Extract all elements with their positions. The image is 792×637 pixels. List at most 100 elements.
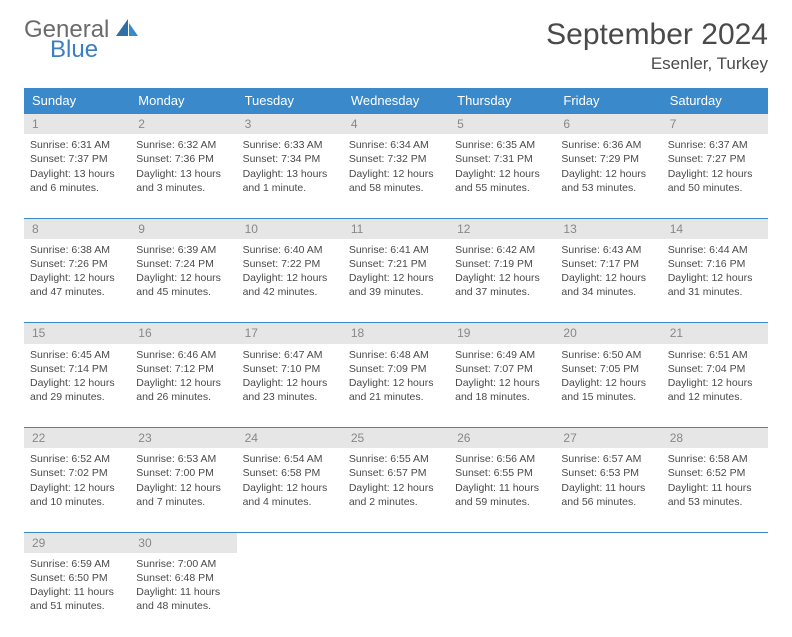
daylight-text: and 18 minutes. (455, 390, 549, 404)
sunrise-text: Sunrise: 6:32 AM (136, 138, 230, 152)
daylight-text: Daylight: 12 hours (668, 376, 762, 390)
daylight-text: and 50 minutes. (668, 181, 762, 195)
location: Esenler, Turkey (546, 54, 768, 74)
day-cell: Sunrise: 6:42 AMSunset: 7:19 PMDaylight:… (449, 239, 555, 323)
day-number: 23 (130, 428, 236, 449)
sunrise-text: Sunrise: 6:50 AM (561, 348, 655, 362)
day-number: 3 (237, 114, 343, 135)
title-block: September 2024 Esenler, Turkey (546, 18, 768, 74)
daylight-text: and 21 minutes. (349, 390, 443, 404)
day-cell: Sunrise: 6:44 AMSunset: 7:16 PMDaylight:… (662, 239, 768, 323)
day-cell: Sunrise: 6:36 AMSunset: 7:29 PMDaylight:… (555, 134, 661, 218)
daylight-text: and 3 minutes. (136, 181, 230, 195)
daylight-text: Daylight: 12 hours (668, 167, 762, 181)
daylight-text: Daylight: 12 hours (243, 481, 337, 495)
sunrise-text: Sunrise: 6:52 AM (30, 452, 124, 466)
sunset-text: Sunset: 7:19 PM (455, 257, 549, 271)
sunset-text: Sunset: 7:27 PM (668, 152, 762, 166)
month-title: September 2024 (546, 18, 768, 52)
daylight-text: and 42 minutes. (243, 285, 337, 299)
daylight-text: and 47 minutes. (30, 285, 124, 299)
day-number: 21 (662, 323, 768, 344)
day-number: 11 (343, 218, 449, 239)
day-cell: Sunrise: 6:46 AMSunset: 7:12 PMDaylight:… (130, 344, 236, 428)
daylight-text: Daylight: 11 hours (561, 481, 655, 495)
day-cell: Sunrise: 6:53 AMSunset: 7:00 PMDaylight:… (130, 448, 236, 532)
sunset-text: Sunset: 7:17 PM (561, 257, 655, 271)
day-number: 6 (555, 114, 661, 135)
daylight-text: and 48 minutes. (136, 599, 230, 613)
daylight-text: Daylight: 12 hours (561, 271, 655, 285)
week-row: Sunrise: 6:52 AMSunset: 7:02 PMDaylight:… (24, 448, 768, 532)
sunset-text: Sunset: 6:58 PM (243, 466, 337, 480)
day-cell: Sunrise: 6:39 AMSunset: 7:24 PMDaylight:… (130, 239, 236, 323)
day-cell: Sunrise: 6:31 AMSunset: 7:37 PMDaylight:… (24, 134, 130, 218)
logo-sail-icon (116, 18, 138, 42)
daylight-text: Daylight: 12 hours (349, 481, 443, 495)
sunset-text: Sunset: 6:53 PM (561, 466, 655, 480)
sunrise-text: Sunrise: 6:43 AM (561, 243, 655, 257)
daylight-text: and 53 minutes. (561, 181, 655, 195)
sunrise-text: Sunrise: 6:54 AM (243, 452, 337, 466)
daylight-text: and 7 minutes. (136, 495, 230, 509)
sunrise-text: Sunrise: 6:36 AM (561, 138, 655, 152)
sunset-text: Sunset: 7:32 PM (349, 152, 443, 166)
day-number: 1 (24, 114, 130, 135)
logo: General Blue (24, 18, 138, 62)
daylight-text: Daylight: 12 hours (30, 481, 124, 495)
sunrise-text: Sunrise: 6:46 AM (136, 348, 230, 362)
day-number: 14 (662, 218, 768, 239)
daylight-text: and 59 minutes. (455, 495, 549, 509)
day-number: 25 (343, 428, 449, 449)
sunrise-text: Sunrise: 6:58 AM (668, 452, 762, 466)
day-number: 5 (449, 114, 555, 135)
day-number: 19 (449, 323, 555, 344)
day-cell: Sunrise: 6:40 AMSunset: 7:22 PMDaylight:… (237, 239, 343, 323)
sunrise-text: Sunrise: 6:42 AM (455, 243, 549, 257)
sunrise-text: Sunrise: 6:48 AM (349, 348, 443, 362)
day-number: 2 (130, 114, 236, 135)
sunrise-text: Sunrise: 6:59 AM (30, 557, 124, 571)
weekday-header: Sunday (24, 88, 130, 114)
daylight-text: Daylight: 13 hours (243, 167, 337, 181)
daylight-text: Daylight: 12 hours (349, 271, 443, 285)
sunset-text: Sunset: 6:57 PM (349, 466, 443, 480)
daylight-text: and 51 minutes. (30, 599, 124, 613)
daynum-row: 891011121314 (24, 218, 768, 239)
day-number: 12 (449, 218, 555, 239)
sunrise-text: Sunrise: 6:34 AM (349, 138, 443, 152)
day-number (237, 532, 343, 553)
sunset-text: Sunset: 7:04 PM (668, 362, 762, 376)
daylight-text: and 23 minutes. (243, 390, 337, 404)
day-cell: Sunrise: 6:34 AMSunset: 7:32 PMDaylight:… (343, 134, 449, 218)
daylight-text: Daylight: 12 hours (668, 271, 762, 285)
weekday-header: Wednesday (343, 88, 449, 114)
weekday-header: Tuesday (237, 88, 343, 114)
daylight-text: and 26 minutes. (136, 390, 230, 404)
daylight-text: Daylight: 12 hours (349, 376, 443, 390)
day-number: 10 (237, 218, 343, 239)
daylight-text: Daylight: 12 hours (30, 271, 124, 285)
day-cell: Sunrise: 6:49 AMSunset: 7:07 PMDaylight:… (449, 344, 555, 428)
daylight-text: Daylight: 12 hours (136, 376, 230, 390)
sunrise-text: Sunrise: 6:57 AM (561, 452, 655, 466)
sunset-text: Sunset: 7:29 PM (561, 152, 655, 166)
daylight-text: Daylight: 12 hours (455, 376, 549, 390)
daylight-text: Daylight: 12 hours (455, 271, 549, 285)
week-row: Sunrise: 6:31 AMSunset: 7:37 PMDaylight:… (24, 134, 768, 218)
daynum-row: 2930 (24, 532, 768, 553)
daylight-text: and 31 minutes. (668, 285, 762, 299)
day-number (555, 532, 661, 553)
sunrise-text: Sunrise: 6:35 AM (455, 138, 549, 152)
day-cell: Sunrise: 6:33 AMSunset: 7:34 PMDaylight:… (237, 134, 343, 218)
day-cell (237, 553, 343, 637)
sunrise-text: Sunrise: 6:41 AM (349, 243, 443, 257)
daynum-row: 1234567 (24, 114, 768, 135)
sunrise-text: Sunrise: 6:53 AM (136, 452, 230, 466)
day-cell: Sunrise: 7:00 AMSunset: 6:48 PMDaylight:… (130, 553, 236, 637)
daylight-text: and 37 minutes. (455, 285, 549, 299)
sunrise-text: Sunrise: 6:44 AM (668, 243, 762, 257)
sunset-text: Sunset: 7:14 PM (30, 362, 124, 376)
day-number: 13 (555, 218, 661, 239)
day-number: 26 (449, 428, 555, 449)
